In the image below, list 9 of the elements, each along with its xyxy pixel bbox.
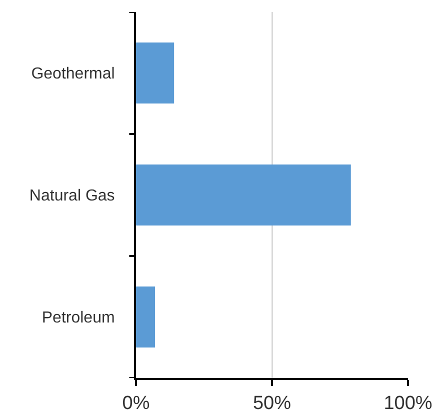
bar (136, 164, 351, 226)
x-tick-label: 100% (384, 392, 432, 414)
bar (136, 42, 174, 104)
y-tick-label: Geothermal (31, 66, 115, 83)
x-tick-label: 0% (122, 392, 150, 414)
y-tick-label: Petroleum (42, 310, 115, 327)
x-tick-label: 50% (252, 392, 292, 414)
y-tick-label: Natural Gas (29, 188, 115, 205)
bar (136, 286, 156, 348)
